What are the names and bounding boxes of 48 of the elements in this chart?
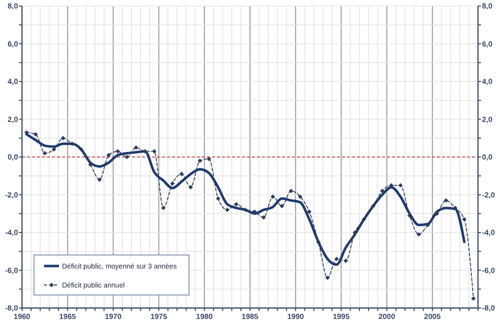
point bbox=[344, 258, 348, 264]
point bbox=[334, 256, 339, 262]
point bbox=[453, 206, 458, 210]
point bbox=[52, 147, 56, 152]
point bbox=[179, 172, 184, 176]
point bbox=[280, 204, 284, 208]
point bbox=[288, 188, 294, 194]
point bbox=[206, 156, 212, 162]
point bbox=[161, 206, 166, 210]
point bbox=[261, 215, 266, 220]
point bbox=[407, 213, 412, 218]
point bbox=[79, 147, 84, 152]
point bbox=[462, 217, 467, 222]
point bbox=[389, 183, 394, 188]
point bbox=[70, 142, 74, 146]
point bbox=[270, 194, 275, 199]
point bbox=[325, 276, 330, 280]
point bbox=[33, 132, 38, 137]
point bbox=[243, 208, 248, 212]
point bbox=[398, 183, 403, 188]
point bbox=[370, 204, 376, 208]
point bbox=[352, 230, 358, 235]
point bbox=[471, 296, 476, 301]
point bbox=[124, 154, 130, 160]
point bbox=[188, 185, 193, 190]
point bbox=[42, 151, 47, 156]
point bbox=[444, 198, 448, 203]
point bbox=[416, 232, 421, 237]
point bbox=[426, 222, 430, 228]
point bbox=[88, 162, 93, 167]
point bbox=[170, 181, 175, 186]
point bbox=[116, 149, 120, 154]
point bbox=[97, 177, 102, 182]
point bbox=[142, 149, 148, 154]
point bbox=[298, 194, 302, 199]
point bbox=[134, 145, 138, 150]
point bbox=[24, 130, 29, 135]
point bbox=[106, 152, 111, 158]
point bbox=[198, 158, 202, 163]
point bbox=[216, 196, 220, 201]
point bbox=[225, 208, 230, 212]
point bbox=[234, 202, 239, 206]
point bbox=[152, 149, 156, 154]
point bbox=[316, 240, 321, 244]
point bbox=[252, 210, 257, 214]
point bbox=[434, 211, 440, 216]
point bbox=[60, 136, 66, 140]
point bbox=[307, 210, 312, 214]
